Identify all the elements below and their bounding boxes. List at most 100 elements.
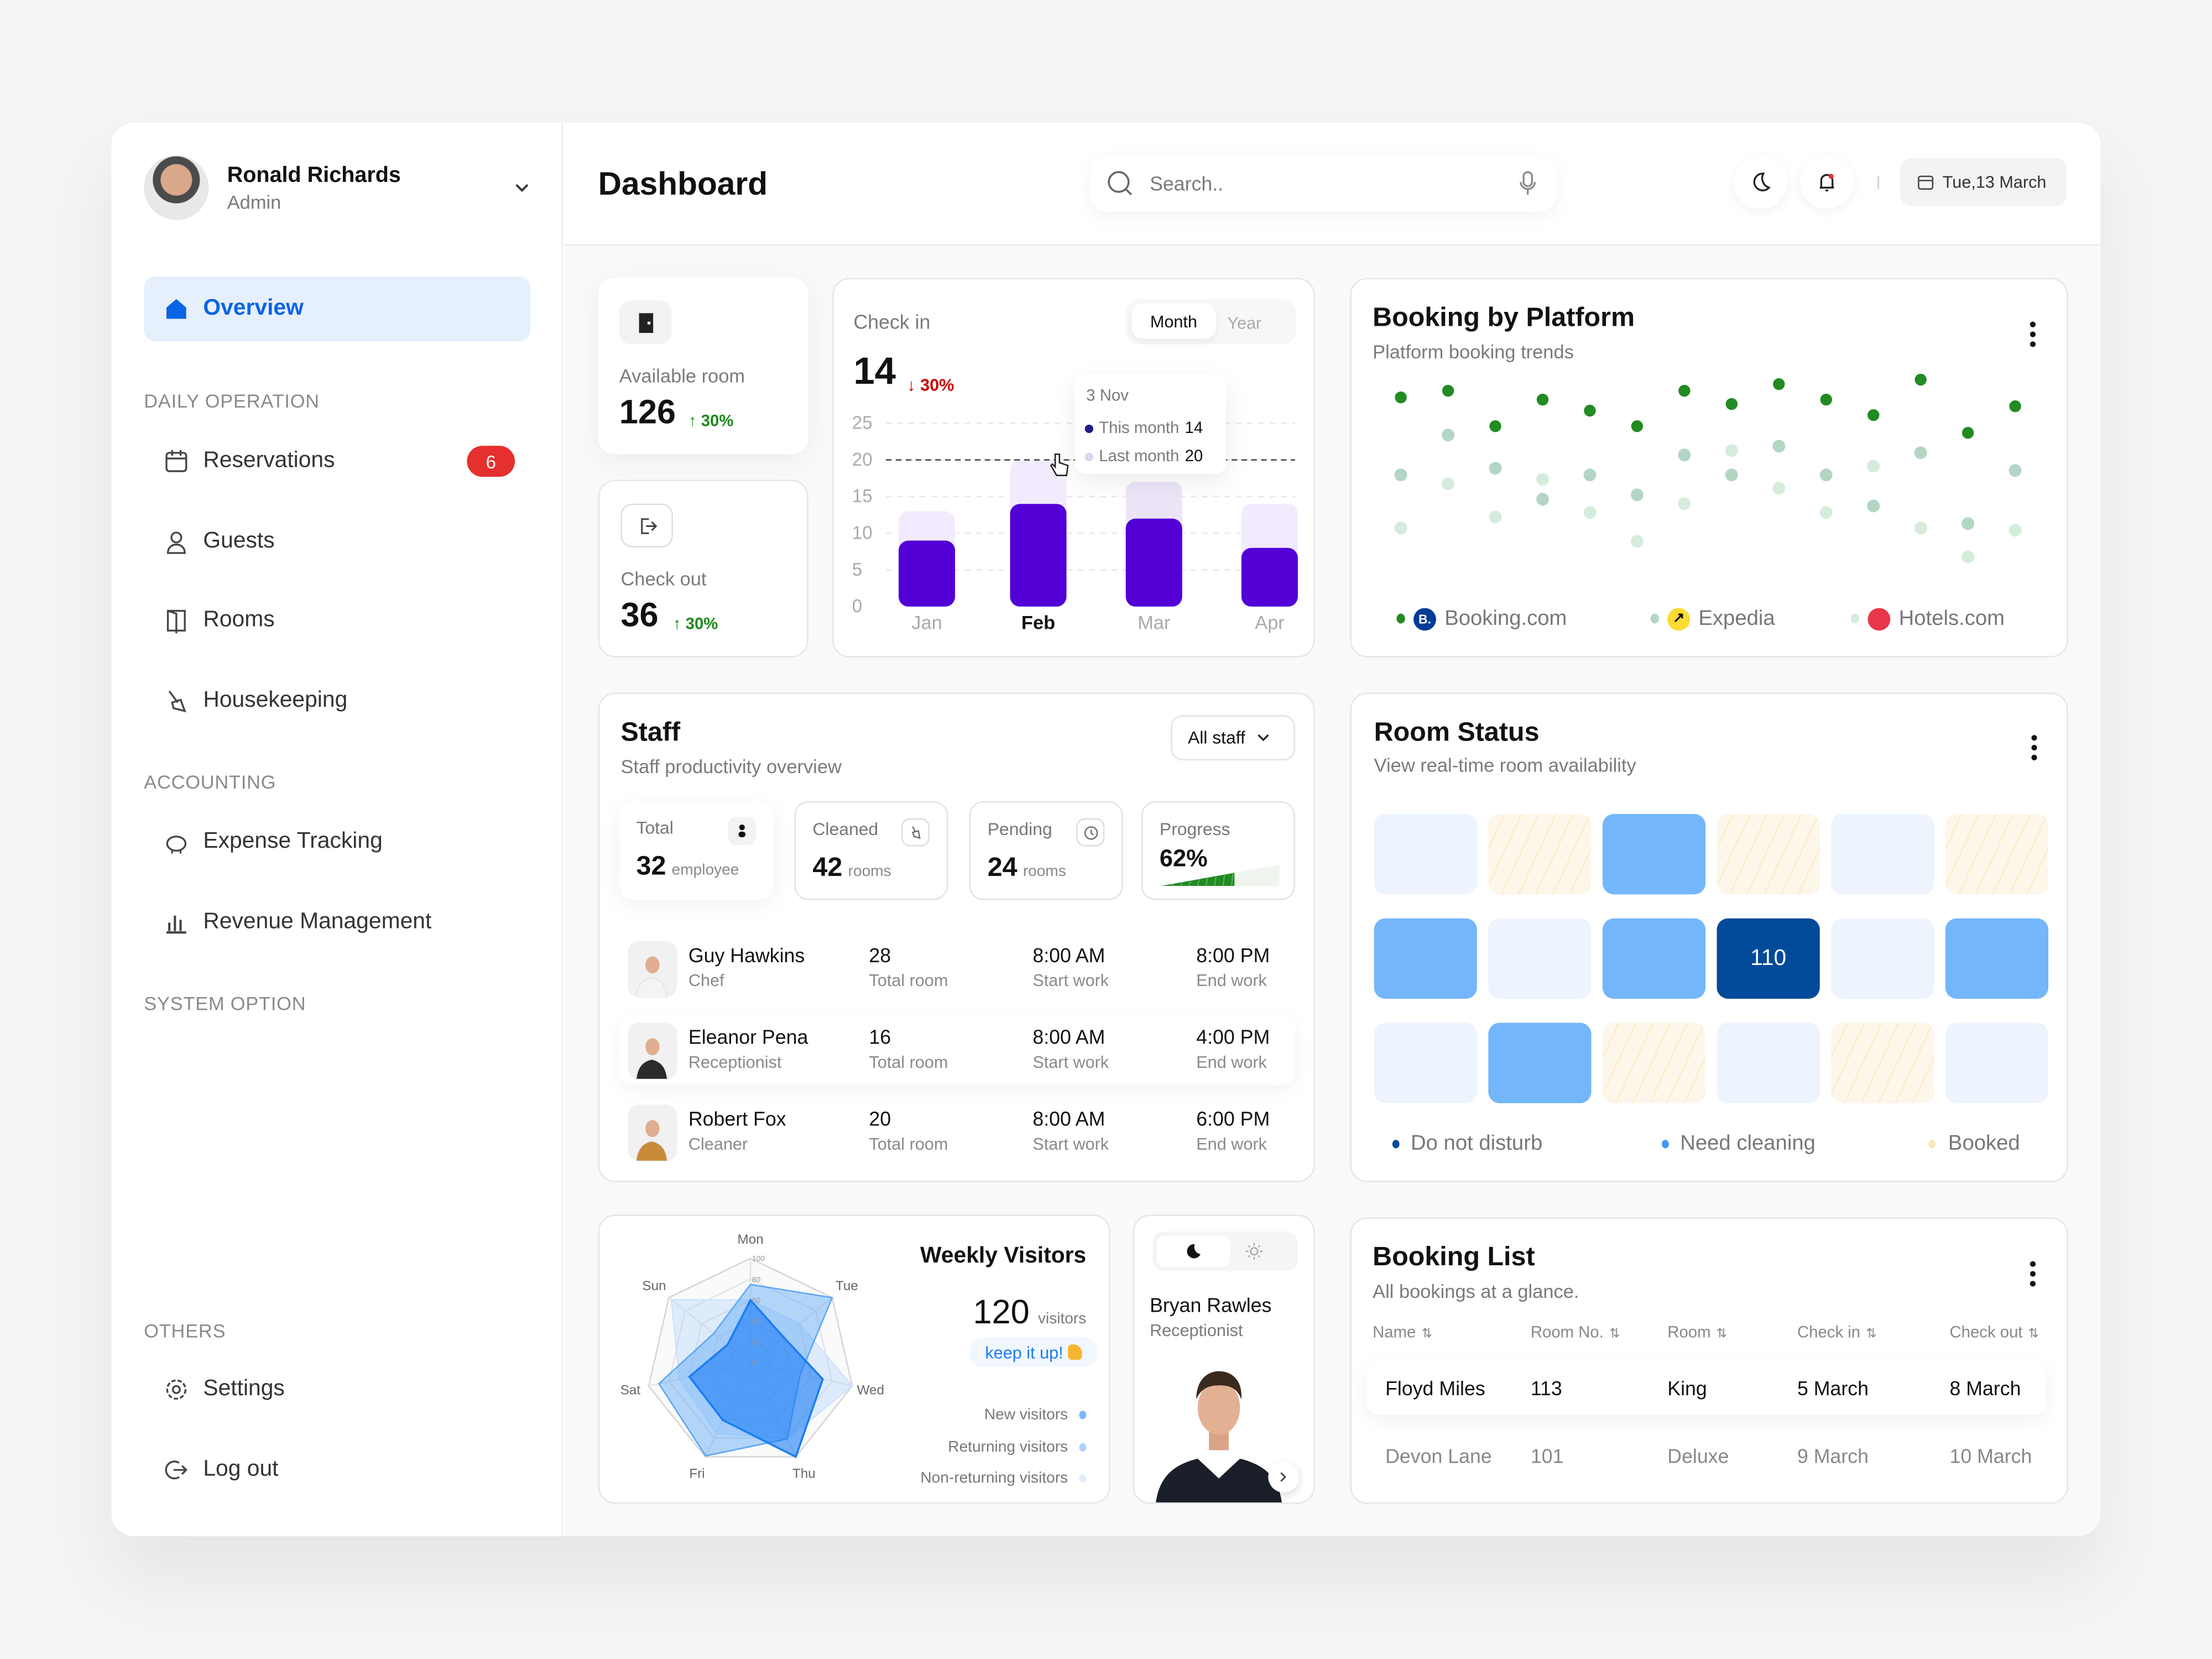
dot-hotels-com[interactable] — [1536, 473, 1549, 486]
dot-expedia[interactable] — [1819, 468, 1833, 482]
room-cell-free[interactable] — [1831, 813, 1934, 895]
room-cell-clean[interactable] — [1602, 918, 1706, 999]
dot-expedia[interactable] — [1725, 468, 1738, 482]
dot-booking-com[interactable] — [1773, 378, 1785, 390]
dot-booking-com[interactable] — [1395, 391, 1407, 404]
dark-mode-button[interactable] — [1734, 155, 1788, 209]
dot-expedia[interactable] — [1914, 446, 1927, 460]
tab-month[interactable]: Month — [1131, 303, 1216, 339]
dot-expedia[interactable] — [1583, 468, 1597, 482]
bell-icon — [1819, 174, 1834, 192]
dot-booking-com[interactable] — [2009, 400, 2021, 413]
sidebar-item-rooms[interactable]: Rooms — [144, 588, 530, 653]
sidebar-item-housekeeping[interactable]: Housekeeping — [144, 669, 530, 733]
dot-expedia[interactable] — [1630, 488, 1644, 502]
radar-series-new-visitors[interactable] — [688, 1298, 824, 1458]
more-options-icon[interactable] — [2028, 321, 2037, 347]
room-cell-booked[interactable] — [1831, 1022, 1934, 1103]
dot-hotels-com[interactable] — [1630, 535, 1644, 548]
sidebar-item-log-out[interactable]: Log out — [144, 1437, 530, 1502]
room-cell-clean[interactable] — [1945, 918, 2049, 999]
dot-hotels-com[interactable] — [1819, 506, 1833, 519]
room-cell-dnd[interactable]: 110 — [1717, 918, 1820, 999]
room-cell-clean[interactable] — [1374, 918, 1477, 999]
next-button[interactable] — [1268, 1461, 1300, 1493]
dot-expedia[interactable] — [1394, 468, 1407, 482]
dot-hotels-com[interactable] — [1583, 506, 1597, 519]
room-cell-booked[interactable] — [1488, 813, 1592, 895]
dot-expedia[interactable] — [1867, 499, 1880, 513]
dot-expedia[interactable] — [2008, 464, 2022, 477]
staff-filter-dropdown[interactable]: All staff — [1171, 715, 1295, 760]
dot-hotels-com[interactable] — [1394, 521, 1407, 535]
room-cell-free[interactable] — [1374, 1022, 1477, 1103]
dot-expedia[interactable] — [1678, 448, 1691, 462]
column-header[interactable]: Room ⇅ — [1667, 1324, 1727, 1342]
dot-expedia[interactable] — [1772, 440, 1786, 453]
dot-booking-com[interactable] — [1536, 393, 1549, 406]
microphone-icon[interactable] — [1516, 169, 1539, 197]
dot-hotels-com[interactable] — [1961, 550, 1975, 564]
column-header[interactable]: Name ⇅ — [1373, 1324, 1432, 1342]
room-cell-free[interactable] — [1374, 813, 1477, 895]
dot-booking-com[interactable] — [1820, 393, 1832, 406]
dot-booking-com[interactable] — [1725, 398, 1738, 410]
dot-booking-com[interactable] — [1631, 420, 1644, 432]
date-chip[interactable]: Tue,13 March — [1900, 158, 2067, 206]
dot-booking-com[interactable] — [1914, 373, 1927, 386]
dot-expedia[interactable] — [1536, 493, 1549, 506]
more-options-icon[interactable] — [2028, 1261, 2037, 1287]
room-cell-free[interactable] — [1488, 918, 1592, 999]
dot-hotels-com[interactable] — [1867, 460, 1880, 473]
sidebar-item-expense-tracking[interactable]: Expense Tracking — [144, 810, 530, 874]
dot-expedia[interactable] — [1442, 429, 1455, 442]
room-cell-free[interactable] — [1717, 1022, 1820, 1103]
room-cell-booked[interactable] — [1717, 813, 1820, 895]
room-cell-clean[interactable] — [1488, 1022, 1592, 1103]
dot-hotels-com[interactable] — [1678, 497, 1691, 510]
sidebar-item-revenue-management[interactable]: Revenue Management — [144, 890, 530, 955]
dot-booking-com[interactable] — [1442, 384, 1454, 397]
search-input[interactable]: Search.. — [1090, 155, 1556, 212]
dot-expedia[interactable] — [1489, 462, 1502, 475]
room-cell-free[interactable] — [1945, 1022, 2049, 1103]
room-cell-booked[interactable] — [1945, 813, 2049, 895]
column-header[interactable]: Room No. ⇅ — [1531, 1324, 1620, 1342]
dot-hotels-com[interactable] — [1489, 510, 1502, 524]
tab-year[interactable]: Year — [1227, 313, 1262, 333]
room-cell-clean[interactable] — [1602, 813, 1706, 895]
more-options-icon[interactable] — [2030, 735, 2038, 760]
column-header[interactable]: Check in ⇅ — [1797, 1324, 1877, 1342]
sidebar-item-settings[interactable]: Settings — [144, 1357, 530, 1422]
sidebar-item-guests[interactable]: Guests — [144, 509, 530, 574]
dot-hotels-com[interactable] — [2008, 524, 2022, 537]
dot-booking-com[interactable] — [1489, 420, 1501, 432]
bar-this-month[interactable] — [1010, 504, 1067, 607]
staff-row[interactable]: Eleanor Pena Receptionist 16 Total room … — [619, 1014, 1295, 1085]
sun-toggle-button[interactable] — [1243, 1240, 1265, 1262]
notifications-button[interactable] — [1800, 155, 1854, 209]
chevron-down-icon[interactable] — [514, 181, 531, 195]
dot-hotels-com[interactable] — [1772, 482, 1786, 495]
dot-booking-com[interactable] — [1678, 384, 1691, 397]
room-cell-free[interactable] — [1831, 918, 1934, 999]
bar-this-month[interactable] — [1125, 518, 1182, 607]
bar-this-month[interactable] — [898, 540, 956, 607]
staff-row[interactable]: Robert Fox Cleaner 20 Total room 8:00 AM… — [619, 1096, 1295, 1167]
bar-this-month[interactable] — [1241, 547, 1298, 607]
sidebar-item-overview[interactable]: Overview — [144, 276, 531, 342]
check-out-card: Check out 36 ↑ 30% — [598, 479, 808, 658]
staff-row[interactable]: Guy Hawkins Chef 28 Total room 8:00 AM S… — [619, 932, 1295, 1003]
dot-hotels-com[interactable] — [1725, 444, 1738, 457]
dot-booking-com[interactable] — [1961, 426, 1974, 439]
dot-expedia[interactable] — [1961, 517, 1975, 530]
column-header[interactable]: Check out ⇅ — [1949, 1324, 2039, 1342]
room-cell-booked[interactable] — [1602, 1022, 1706, 1103]
sidebar-item-reservations[interactable]: Reservations 6 — [144, 429, 530, 494]
dot-hotels-com[interactable] — [1914, 521, 1927, 535]
moon-toggle-button[interactable] — [1156, 1235, 1230, 1267]
dot-hotels-com[interactable] — [1442, 477, 1455, 491]
dot-booking-com[interactable] — [1867, 409, 1880, 421]
avatar[interactable] — [144, 155, 209, 220]
dot-booking-com[interactable] — [1584, 404, 1596, 417]
